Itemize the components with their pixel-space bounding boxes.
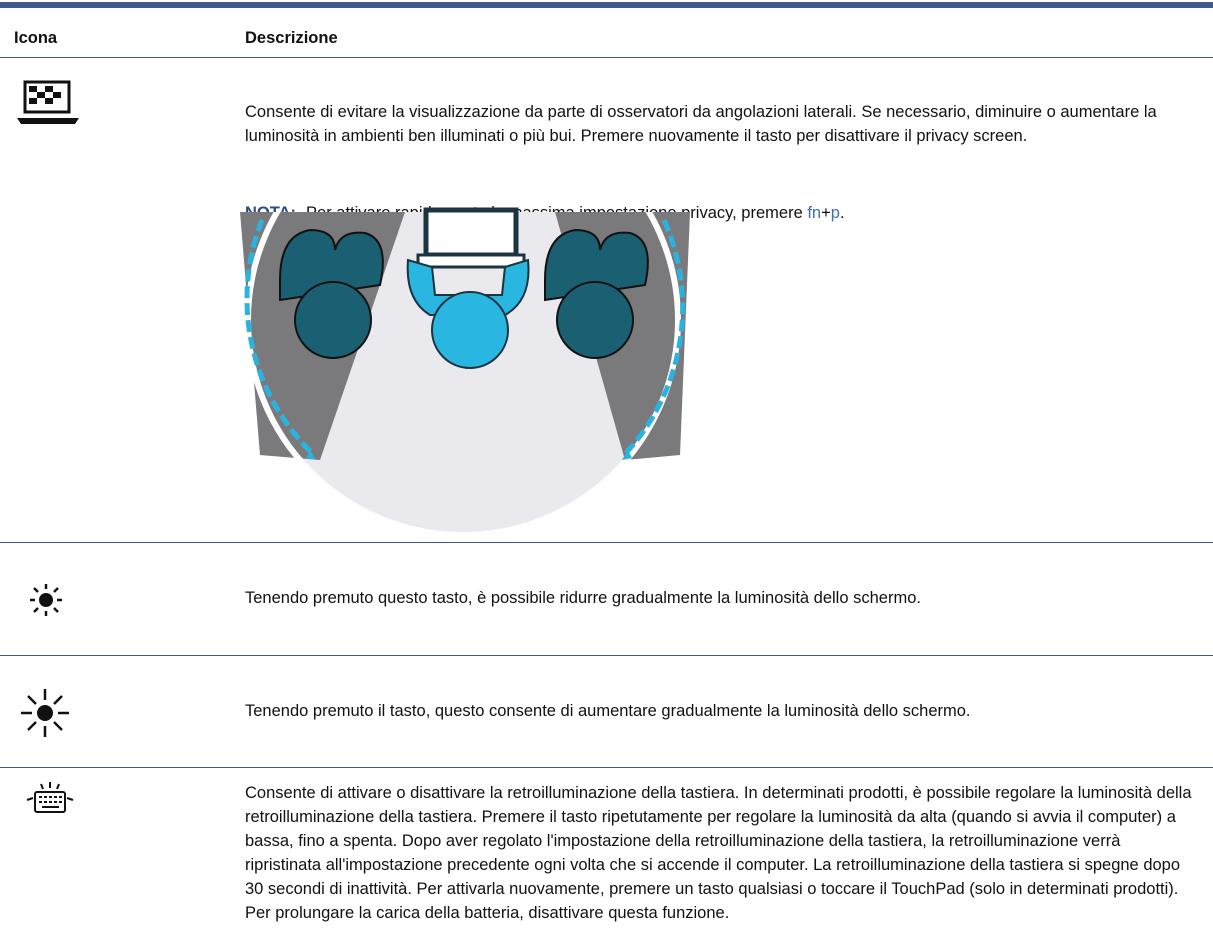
note-end: . [839,204,845,222]
header-icon: Icona [14,29,58,47]
row-description: Consente di attivare o disattivare la re… [245,784,1192,922]
key: p [830,204,840,222]
header-description: Descrizione [245,29,338,47]
keyboard-backlight-icon [26,782,74,813]
row-rule [0,542,1213,543]
brightness-down-icon [30,584,62,616]
privacy-icon [17,80,79,124]
brightness-up-icon [21,689,69,737]
row-description: Tenendo premuto questo tasto, è possibil… [245,589,921,607]
privacy-illustration [240,207,690,538]
top-bar [0,2,1213,8]
key: fn [807,204,822,222]
header-rule [0,57,1213,58]
row-description: Consente di evitare la visualizzazione d… [245,103,1157,145]
row-rule [0,655,1213,656]
row-description: Tenendo premuto il tasto, questo consent… [245,702,971,720]
row-rule [0,767,1213,768]
plus: + [821,204,831,222]
